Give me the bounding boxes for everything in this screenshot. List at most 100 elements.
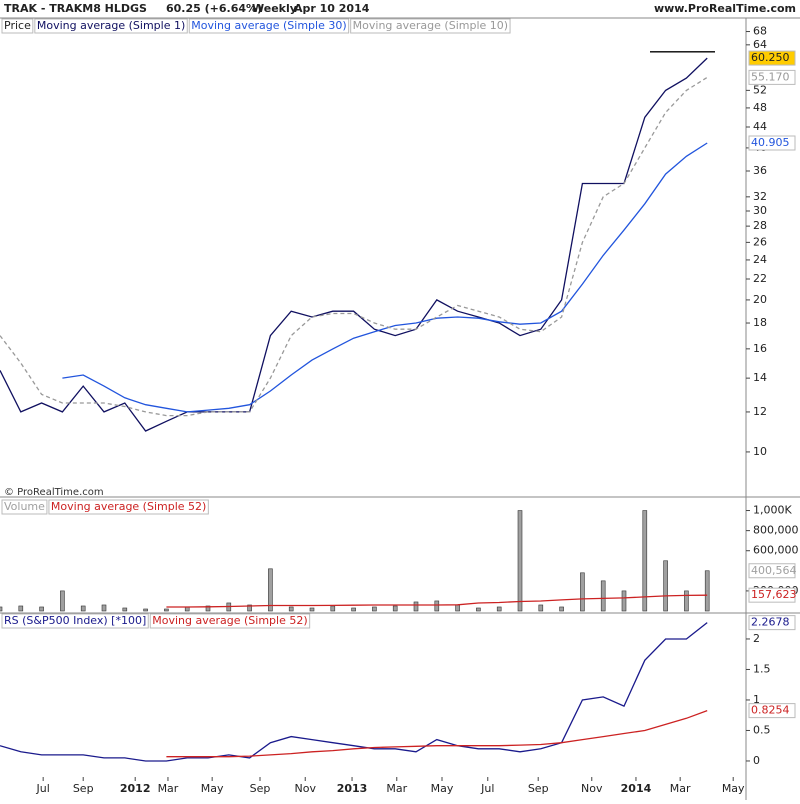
legend-entry: Moving average (Simple 30): [191, 19, 346, 32]
legend-box: [34, 18, 188, 34]
last-value-label: 400,564: [751, 564, 797, 577]
y-tick-label: 0: [753, 754, 760, 767]
x-tick-label: Sep: [73, 782, 94, 795]
legend-box: [149, 613, 311, 629]
volume-bar: [559, 606, 564, 612]
volume-bar: [309, 607, 315, 612]
legend-entry: Moving average (Simple 52): [152, 614, 307, 627]
x-tick-label: Jul: [36, 782, 50, 795]
legend-box: [1, 499, 48, 515]
y-tick-label: 68: [753, 25, 767, 38]
y-tick-label: 14: [753, 371, 767, 384]
volume-bar: [621, 590, 627, 612]
series-line: [166, 594, 708, 608]
y-tick-label: 32: [753, 190, 767, 203]
volume-bar: [580, 572, 585, 612]
volume-bar: [496, 606, 502, 612]
last-value-label: 2.2678: [751, 616, 790, 629]
x-tick-label: May: [431, 782, 454, 795]
x-tick-label: Sep: [528, 782, 549, 795]
last-value-label: 40.905: [751, 136, 790, 149]
last-value-label: 60.250: [751, 51, 790, 64]
series-line: [166, 709, 708, 758]
y-tick-label: 52: [753, 83, 767, 96]
volume-bar: [18, 605, 24, 612]
volume-bar: [372, 606, 377, 612]
y-tick-label: 1.5: [753, 662, 771, 675]
last-value-box: [748, 587, 796, 603]
last-value-label: 0.8254: [751, 704, 790, 717]
volume-bar: [101, 604, 107, 612]
volume-bar: [455, 604, 460, 612]
volume-bar: [268, 568, 273, 612]
x-tick-label: May: [201, 782, 224, 795]
site: www.ProRealTime.com: [654, 2, 796, 15]
y-tick-label: 24: [753, 253, 767, 266]
y-tick-label: 64: [753, 38, 767, 51]
volume-bar: [600, 580, 606, 612]
volume-bar: [413, 601, 419, 612]
legend-box: [48, 499, 209, 515]
last-value-box: [748, 563, 796, 579]
y-tick-label: 800,000: [753, 524, 799, 537]
volume-bar: [80, 605, 86, 612]
volume-bar: [0, 606, 3, 612]
volume-bar: [330, 605, 336, 612]
last-value-box: [748, 135, 796, 151]
volume-bar: [60, 590, 65, 612]
volume-bar: [476, 607, 481, 612]
copyright: © ProRealTime.com: [4, 487, 104, 498]
x-tick-label: 2014: [621, 782, 652, 795]
quote: 60.25 (+6.64%): [166, 2, 262, 15]
x-tick-label: 2012: [120, 782, 151, 795]
legend-entry: Moving average (Simple 1): [37, 19, 185, 32]
volume-bar: [392, 605, 398, 612]
volume-bar: [247, 604, 252, 612]
volume-bar: [663, 560, 668, 612]
x-tick-label: Mar: [158, 782, 179, 795]
volume-bar: [39, 606, 44, 612]
volume-bar: [704, 570, 710, 612]
legend-box: [188, 18, 350, 34]
legend-entry: Price: [4, 19, 31, 32]
date: Apr 10 2014: [294, 2, 370, 15]
y-tick-label: 26: [753, 235, 767, 248]
y-tick-label: 30: [753, 204, 767, 217]
volume-bar: [122, 607, 128, 612]
x-tick-label: Nov: [581, 782, 603, 795]
y-tick-label: 1: [753, 693, 760, 706]
y-tick-label: 48: [753, 101, 767, 114]
y-tick-label: 0.5: [753, 723, 771, 736]
volume-bar: [642, 510, 648, 612]
series-line: [0, 76, 708, 417]
last-value-box: [748, 50, 796, 66]
y-tick-label: 10: [753, 445, 767, 458]
period: Weekly: [252, 2, 297, 15]
volume-bar: [143, 608, 148, 612]
legend-entry: Volume: [4, 500, 45, 513]
x-tick-label: Mar: [386, 782, 407, 795]
last-value-box: [748, 69, 796, 85]
y-tick-label: 22: [753, 272, 767, 285]
last-value-box: [748, 615, 796, 631]
volume-bar: [288, 606, 294, 612]
volume-bar: [517, 510, 523, 612]
legend-entry: Moving average (Simple 10): [353, 19, 508, 32]
volume-bar: [684, 590, 689, 612]
y-tick-label: 28: [753, 219, 767, 232]
y-tick-label: 2: [753, 632, 760, 645]
x-tick-label: Mar: [670, 782, 691, 795]
x-tick-label: Sep: [250, 782, 271, 795]
legend-entry: Moving average (Simple 52): [51, 500, 206, 513]
y-tick-label: 12: [753, 405, 767, 418]
legend-box: [350, 18, 511, 34]
x-tick-label: Nov: [295, 782, 317, 795]
y-tick-label: 16: [753, 342, 767, 355]
legend-box: [1, 613, 149, 629]
volume-bar: [538, 604, 544, 612]
x-tick-label: Jul: [480, 782, 494, 795]
last-value-label: 55.170: [751, 70, 790, 83]
